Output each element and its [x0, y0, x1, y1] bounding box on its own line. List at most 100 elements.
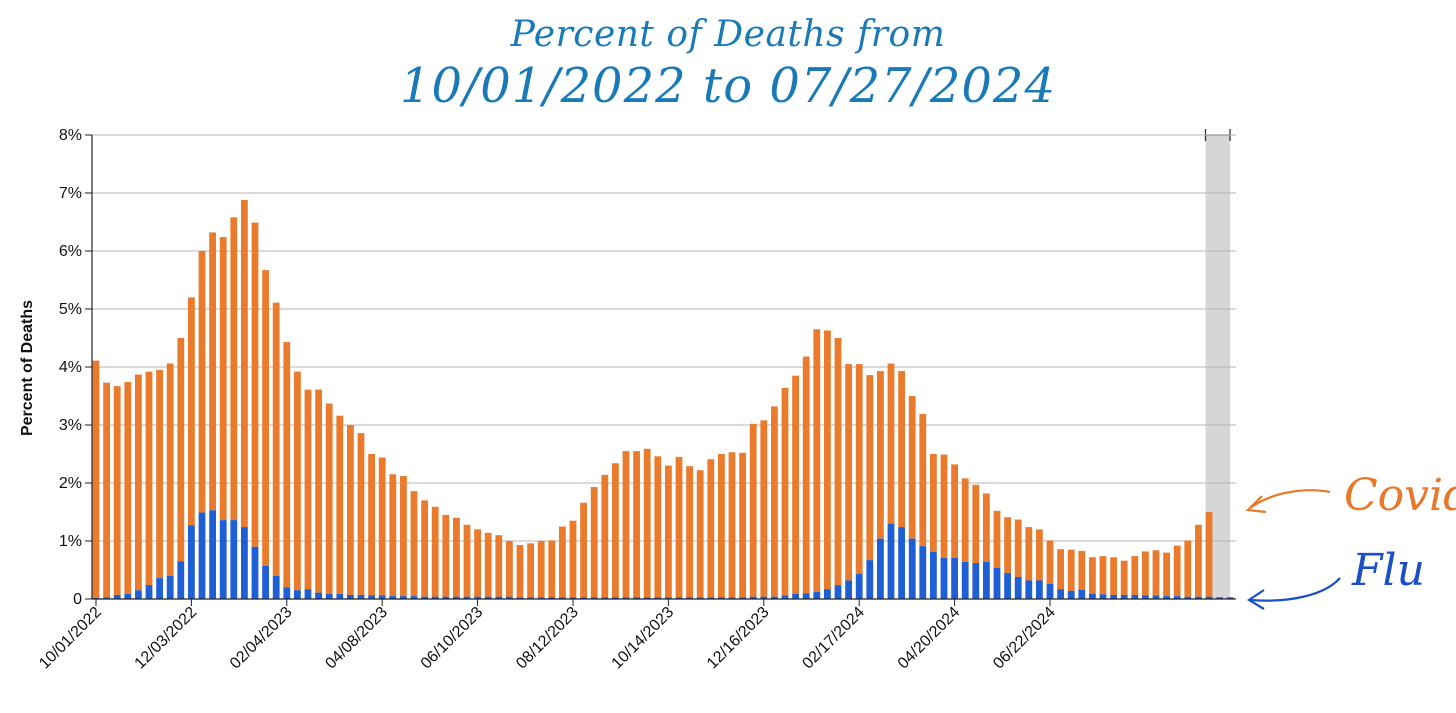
- bar-covid: [1152, 550, 1160, 596]
- bar-flu: [972, 563, 980, 599]
- bar-covid: [389, 474, 397, 597]
- bar-flu: [887, 523, 895, 599]
- bar-flu: [1025, 580, 1033, 599]
- bar-flu: [675, 597, 683, 599]
- bar-covid: [675, 456, 683, 598]
- bar-flu: [1216, 597, 1223, 599]
- covid-arrow-shaft: [1249, 489, 1331, 509]
- bar-flu: [813, 592, 821, 599]
- bar-flu: [728, 597, 736, 599]
- bar-flu: [951, 557, 958, 599]
- bar-flu: [548, 597, 556, 599]
- bar-covid: [855, 364, 863, 575]
- bar-flu: [940, 557, 948, 599]
- chart-title-line2: 10/01/2022 to 07/27/2024: [399, 58, 1056, 114]
- bar-covid: [781, 387, 789, 596]
- bar-flu: [378, 595, 386, 599]
- bar-flu: [527, 597, 534, 599]
- bar-covid: [315, 389, 322, 593]
- bar-flu: [1226, 597, 1234, 599]
- bar-flu: [209, 510, 216, 599]
- bar-covid: [559, 526, 566, 598]
- bar-flu: [1205, 596, 1213, 599]
- bar-covid: [908, 396, 916, 539]
- flu-arrow-head: [1246, 589, 1265, 610]
- x-tick-label: 12/16/2023: [704, 604, 773, 673]
- bar-flu: [1046, 583, 1054, 599]
- bar-covid: [834, 338, 842, 586]
- bar-covid: [283, 342, 291, 588]
- bar-flu: [696, 597, 704, 599]
- y-tick-label: 8%: [59, 127, 82, 144]
- bar-flu: [198, 512, 206, 599]
- bar-covid: [951, 464, 958, 558]
- bar-covid: [1205, 512, 1213, 597]
- bar-flu: [347, 594, 354, 599]
- bar-flu: [1099, 594, 1107, 599]
- bar-covid: [378, 457, 386, 596]
- bar-flu: [453, 596, 460, 599]
- bar-flu: [272, 575, 280, 599]
- x-tick-label: 12/03/2022: [132, 604, 201, 673]
- bar-covid: [92, 360, 100, 598]
- bar-covid: [103, 382, 110, 598]
- bar-covid: [272, 302, 280, 576]
- bar-covid: [686, 466, 693, 598]
- bar-flu: [718, 597, 725, 599]
- bar-covid: [940, 454, 948, 558]
- bar-flu: [410, 596, 418, 599]
- bar-covid: [1131, 556, 1139, 595]
- bar-covid: [633, 451, 640, 598]
- bar-flu: [442, 596, 450, 599]
- bar-covid: [463, 524, 471, 597]
- bar-covid: [919, 413, 927, 547]
- bar-covid: [453, 517, 460, 597]
- bar-covid: [347, 425, 354, 595]
- y-tick-label: 6%: [59, 243, 82, 260]
- y-tick-label: 1%: [59, 533, 82, 550]
- bar-covid: [1163, 552, 1170, 597]
- bar-covid: [1014, 519, 1022, 577]
- bar-flu: [1131, 594, 1139, 599]
- bar-covid: [527, 543, 534, 598]
- bar-flu: [357, 594, 365, 599]
- bar-covid: [135, 374, 142, 591]
- bar-covid: [251, 222, 259, 547]
- x-tick-label: 04/20/2024: [895, 604, 964, 673]
- bar-flu: [166, 575, 174, 599]
- bar-flu: [612, 597, 619, 599]
- bar-flu: [601, 597, 609, 599]
- bar-covid: [972, 484, 980, 564]
- bar-flu: [1057, 589, 1064, 599]
- bar-covid: [654, 456, 662, 598]
- bar-covid: [516, 545, 524, 598]
- bar-flu: [580, 597, 587, 599]
- bar-flu: [463, 596, 471, 599]
- bar-covid: [1195, 524, 1202, 597]
- bar-covid: [1078, 550, 1086, 590]
- bar-covid: [198, 251, 206, 513]
- bar-covid: [1036, 529, 1043, 581]
- bar-covid: [898, 371, 905, 528]
- bar-covid: [368, 454, 375, 596]
- bar-flu: [792, 593, 799, 599]
- x-tick-label: 10/01/2022: [36, 604, 105, 673]
- bar-covid: [262, 270, 269, 566]
- bar-covid: [166, 363, 174, 576]
- bar-flu: [251, 546, 259, 599]
- bar-covid: [1025, 527, 1033, 581]
- bar-covid: [1184, 540, 1192, 597]
- x-tick-label: 10/14/2023: [609, 604, 678, 673]
- bar-covid: [336, 415, 344, 594]
- bar-covid: [1057, 549, 1064, 590]
- bar-flu: [654, 597, 662, 599]
- gridlines: [92, 134, 1236, 542]
- bar-flu: [1110, 594, 1117, 599]
- x-tick-label: 06/10/2023: [418, 604, 487, 673]
- bar-flu: [961, 561, 969, 599]
- bar-flu: [919, 546, 927, 599]
- bar-covid: [590, 487, 598, 598]
- bar-flu: [1089, 593, 1096, 599]
- bar-covid: [887, 363, 895, 524]
- bar-flu: [262, 565, 269, 599]
